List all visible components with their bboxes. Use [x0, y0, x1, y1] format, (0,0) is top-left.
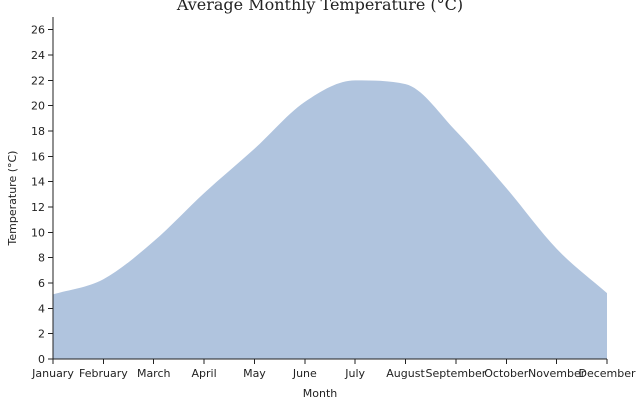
- y-tick-label: 24: [31, 49, 45, 62]
- y-tick-label: 2: [38, 328, 45, 341]
- x-tick-label: January: [31, 367, 74, 380]
- y-axis-label: Temperature (°C): [6, 151, 19, 247]
- temperature-area: [53, 80, 607, 359]
- x-tick-label: July: [344, 367, 365, 380]
- x-tick-label: October: [484, 367, 528, 380]
- x-axis-ticks: January February March April May June July Augu…: [31, 359, 636, 380]
- y-tick-label: 14: [31, 176, 45, 189]
- y-tick-label: 22: [31, 74, 45, 87]
- x-tick-label: March: [137, 367, 171, 380]
- y-tick-label: 26: [31, 24, 45, 37]
- x-tick-label: November: [528, 367, 586, 380]
- y-tick-label: 18: [31, 125, 45, 138]
- chart-title: Average Monthly Temperature (°C): [176, 0, 463, 14]
- y-tick-label: 12: [31, 201, 45, 214]
- plot-area: [53, 80, 607, 359]
- x-tick-label: February: [79, 367, 128, 380]
- x-axis-label: Month: [303, 387, 338, 400]
- y-tick-label: 4: [38, 302, 45, 315]
- y-tick-label: 0: [38, 353, 45, 366]
- y-tick-label: 20: [31, 100, 45, 113]
- y-tick-label: 8: [38, 252, 45, 265]
- x-tick-label: September: [426, 367, 487, 380]
- y-tick-label: 16: [31, 150, 45, 163]
- x-tick-label: June: [292, 367, 317, 380]
- y-tick-label: 6: [38, 277, 45, 290]
- x-tick-label: April: [192, 367, 217, 380]
- x-tick-label: December: [578, 367, 636, 380]
- x-tick-label: May: [243, 367, 266, 380]
- y-tick-label: 10: [31, 226, 45, 239]
- x-tick-label: August: [386, 367, 425, 380]
